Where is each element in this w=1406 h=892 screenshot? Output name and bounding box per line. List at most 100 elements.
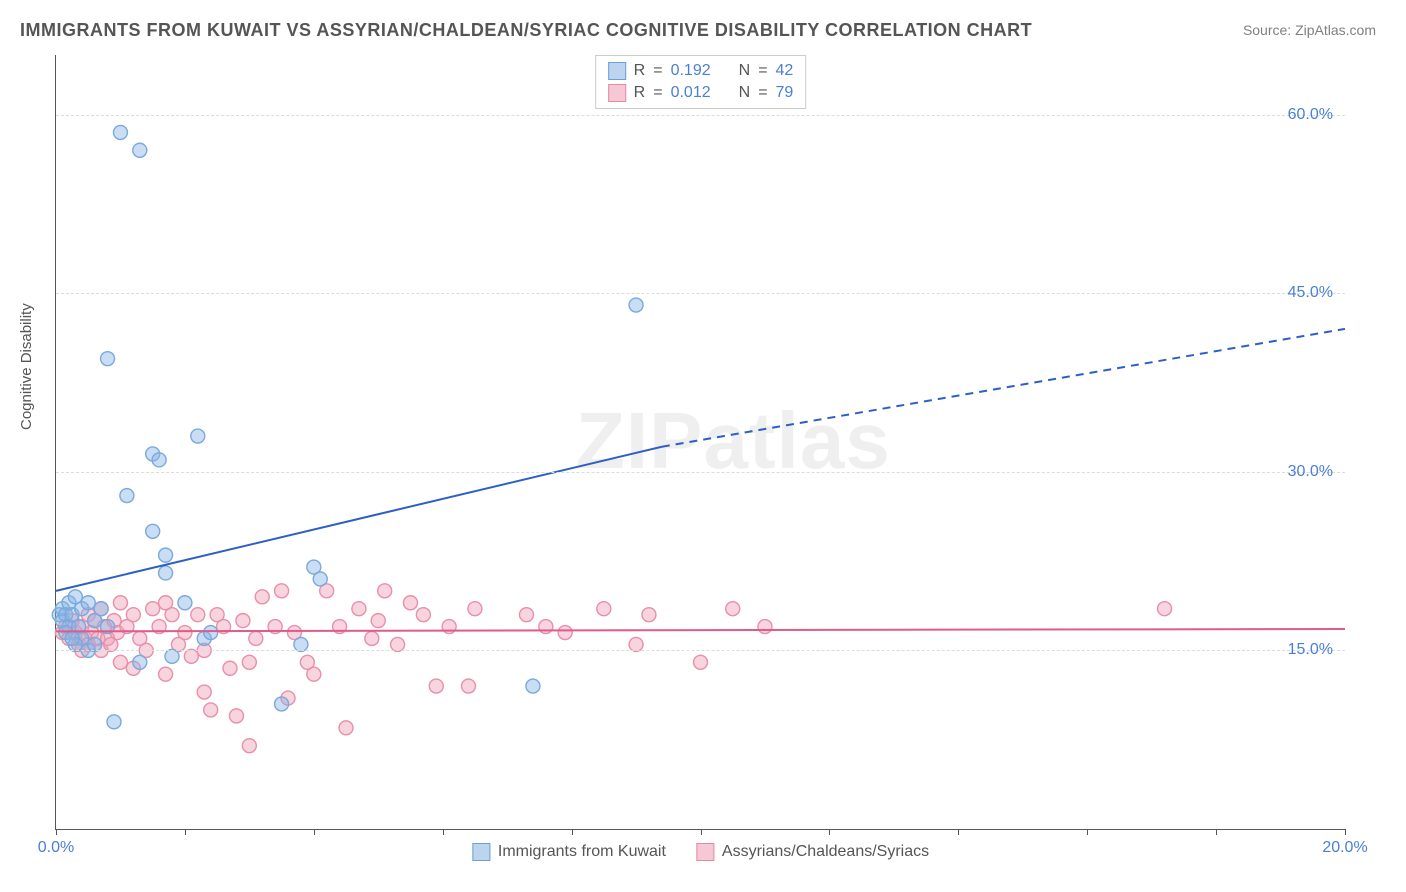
x-tick-mark [443, 829, 444, 835]
swatch-kuwait [608, 62, 626, 80]
x-tick-label: 0.0% [38, 839, 74, 857]
scatter-point-kuwait [313, 572, 327, 586]
scatter-point-assyrian [597, 602, 611, 616]
gridline [56, 293, 1345, 294]
scatter-point-assyrian [642, 608, 656, 622]
scatter-point-assyrian [165, 608, 179, 622]
legend-stats-row-assyrian: R = 0.012 N = 79 [608, 82, 794, 104]
trend-line [56, 447, 662, 591]
swatch-kuwait [472, 843, 490, 861]
scatter-point-assyrian [629, 637, 643, 651]
scatter-point-kuwait [275, 697, 289, 711]
chart-title: IMMIGRANTS FROM KUWAIT VS ASSYRIAN/CHALD… [20, 20, 1032, 41]
scatter-point-kuwait [101, 352, 115, 366]
chart-container: IMMIGRANTS FROM KUWAIT VS ASSYRIAN/CHALD… [0, 0, 1406, 892]
scatter-point-kuwait [133, 655, 147, 669]
scatter-point-assyrian [371, 614, 385, 628]
x-tick-mark [1345, 829, 1346, 835]
scatter-point-assyrian [1158, 602, 1172, 616]
scatter-point-assyrian [242, 739, 256, 753]
y-tick-label: 30.0% [1288, 463, 1333, 481]
scatter-point-assyrian [242, 655, 256, 669]
legend-item-assyrian: Assyrians/Chaldeans/Syriacs [696, 843, 929, 861]
scatter-point-assyrian [191, 608, 205, 622]
scatter-point-kuwait [81, 596, 95, 610]
scatter-point-assyrian [126, 608, 140, 622]
x-tick-mark [701, 829, 702, 835]
scatter-point-assyrian [694, 655, 708, 669]
y-tick-label: 15.0% [1288, 641, 1333, 659]
x-tick-label: 20.0% [1322, 839, 1367, 857]
x-tick-mark [314, 829, 315, 835]
scatter-point-assyrian [539, 620, 553, 634]
scatter-point-kuwait [526, 679, 540, 693]
scatter-point-kuwait [159, 566, 173, 580]
gridline [56, 650, 1345, 651]
scatter-point-kuwait [191, 429, 205, 443]
scatter-point-assyrian [229, 709, 243, 723]
trend-line [662, 329, 1345, 447]
x-tick-mark [572, 829, 573, 835]
scatter-point-assyrian [223, 661, 237, 675]
legend-label-kuwait: Immigrants from Kuwait [498, 843, 666, 861]
scatter-point-assyrian [249, 631, 263, 645]
scatter-point-assyrian [403, 596, 417, 610]
source-label: Source: ZipAtlas.com [1243, 22, 1376, 38]
scatter-point-assyrian [461, 679, 475, 693]
scatter-point-kuwait [107, 715, 121, 729]
scatter-point-kuwait [146, 524, 160, 538]
swatch-assyrian [608, 84, 626, 102]
scatter-point-assyrian [236, 614, 250, 628]
scatter-point-assyrian [468, 602, 482, 616]
scatter-point-assyrian [197, 685, 211, 699]
scatter-point-kuwait [88, 637, 102, 651]
scatter-point-assyrian [352, 602, 366, 616]
scatter-point-assyrian [416, 608, 430, 622]
legend-stats: R = 0.192 N = 42 R = 0.012 N = 79 [595, 55, 807, 109]
scatter-point-kuwait [629, 298, 643, 312]
gridline [56, 115, 1345, 116]
y-tick-label: 45.0% [1288, 284, 1333, 302]
scatter-point-assyrian [113, 655, 127, 669]
trend-line [56, 629, 1345, 631]
scatter-point-kuwait [94, 602, 108, 616]
scatter-point-assyrian [758, 620, 772, 634]
scatter-point-kuwait [178, 596, 192, 610]
scatter-point-assyrian [184, 649, 198, 663]
swatch-assyrian [696, 843, 714, 861]
x-tick-mark [56, 829, 57, 835]
scatter-point-kuwait [294, 637, 308, 651]
x-tick-mark [829, 829, 830, 835]
scatter-point-assyrian [726, 602, 740, 616]
x-tick-mark [958, 829, 959, 835]
scatter-point-assyrian [146, 602, 160, 616]
x-tick-mark [185, 829, 186, 835]
scatter-point-kuwait [159, 548, 173, 562]
scatter-point-assyrian [519, 608, 533, 622]
legend-label-assyrian: Assyrians/Chaldeans/Syriacs [722, 843, 929, 861]
gridline [56, 472, 1345, 473]
legend-item-kuwait: Immigrants from Kuwait [472, 843, 666, 861]
scatter-point-assyrian [255, 590, 269, 604]
scatter-point-kuwait [133, 143, 147, 157]
x-tick-mark [1216, 829, 1217, 835]
scatter-svg [56, 55, 1345, 829]
scatter-point-assyrian [558, 626, 572, 640]
scatter-point-assyrian [378, 584, 392, 598]
x-tick-mark [1087, 829, 1088, 835]
legend-stats-row-kuwait: R = 0.192 N = 42 [608, 60, 794, 82]
scatter-point-assyrian [275, 584, 289, 598]
scatter-point-assyrian [159, 667, 173, 681]
scatter-point-assyrian [204, 703, 218, 717]
scatter-point-assyrian [365, 631, 379, 645]
plot-area: ZIPatlas R = 0.192 N = 42 R = 0.012 N = [55, 55, 1345, 830]
scatter-point-kuwait [165, 649, 179, 663]
scatter-point-assyrian [339, 721, 353, 735]
scatter-point-kuwait [65, 631, 79, 645]
scatter-point-assyrian [391, 637, 405, 651]
scatter-point-kuwait [204, 626, 218, 640]
scatter-point-assyrian [178, 626, 192, 640]
legend-bottom: Immigrants from Kuwait Assyrians/Chaldea… [472, 843, 929, 861]
scatter-point-assyrian [113, 596, 127, 610]
scatter-point-kuwait [152, 453, 166, 467]
